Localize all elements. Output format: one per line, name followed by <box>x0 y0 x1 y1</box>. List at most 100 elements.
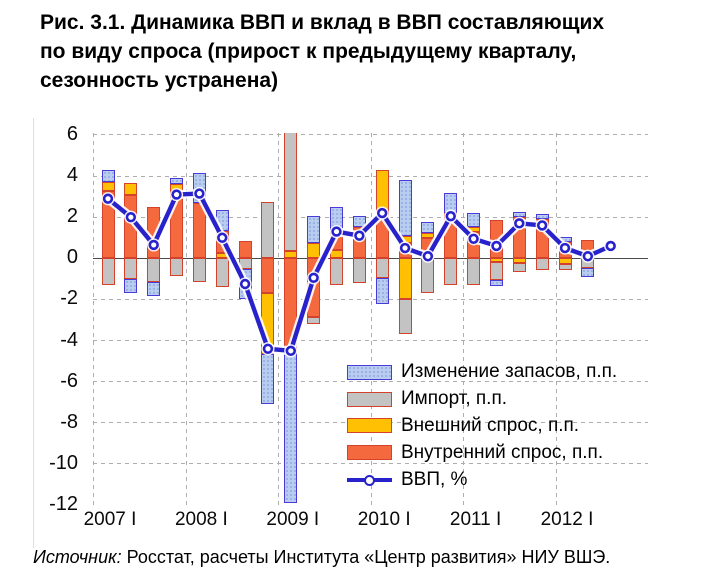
gridline-vertical <box>93 133 94 505</box>
bar-segment-import <box>352 258 366 283</box>
chart-title: Рис. 3.1. Динамика ВВП и вклад в ВВП сос… <box>40 8 718 95</box>
gdp-marker <box>445 210 456 222</box>
bar-segment-import <box>535 258 549 270</box>
y-tick-label: -8 <box>60 410 78 433</box>
x-tick-label: 2010 I <box>357 509 411 530</box>
bar-segment-import <box>215 258 229 288</box>
legend-item-external: Внешний спрос, п.п. <box>347 413 617 440</box>
y-tick-label: 6 <box>66 122 78 145</box>
gdp-marker <box>125 211 137 223</box>
bar-segment-stocks <box>352 216 366 228</box>
legend-label-stocks: Изменение запасов, п.п. <box>401 361 618 383</box>
source-line: Источник: Росстат, расчеты Института «Це… <box>33 547 610 568</box>
bar-segment-external <box>512 258 526 264</box>
source-text: Росстат, расчеты Института «Центр развит… <box>121 547 611 567</box>
gdp-marker <box>102 193 114 204</box>
bar-segment-domestic <box>101 191 115 259</box>
gdp-marker <box>194 188 205 199</box>
source-prefix: Источник: <box>33 547 122 567</box>
bar-segment-import <box>444 258 458 286</box>
gdp-marker <box>536 220 548 231</box>
legend-item-domestic: Внутренний спрос, п.п. <box>347 439 617 466</box>
bar-segment-stocks <box>170 178 184 185</box>
bar-segment-import <box>330 258 343 286</box>
bar-segment-external <box>101 182 115 192</box>
gdp-marker <box>377 207 388 219</box>
gdp-marker <box>605 240 616 252</box>
gdp-marker <box>468 233 479 244</box>
legend-label-domestic: Внутренний спрос, п.п. <box>401 441 604 463</box>
bar-segment-import <box>192 258 206 282</box>
bar-segment-import <box>261 201 275 259</box>
bar-segment-import <box>398 299 412 335</box>
domestic-demand-swatch-icon <box>347 445 392 461</box>
gdp-line-swatch-icon <box>347 472 392 487</box>
y-tick-label: -10 <box>49 451 78 474</box>
gdp-line-chart <box>101 186 618 358</box>
gdp-marker <box>148 239 159 251</box>
bar-segment-import <box>512 263 526 272</box>
gdp-marker <box>171 189 182 200</box>
gdp-marker <box>217 232 228 243</box>
bar-segment-stocks <box>101 169 115 183</box>
legend-label-external: Внешний спрос, п.п. <box>401 414 580 436</box>
gdp-marker <box>491 240 502 252</box>
chart-title-line3: сезонность устранена) <box>40 69 279 92</box>
gridline-vertical <box>278 133 279 505</box>
bar-segment-import <box>147 258 161 282</box>
bar-segment-external <box>398 258 412 300</box>
bar-segment-import <box>170 258 184 276</box>
bar-segment-import <box>489 262 503 280</box>
gridline-vertical <box>555 133 557 505</box>
bar-segment-stocks <box>535 214 549 220</box>
bar-segment-import <box>284 133 298 252</box>
stocks-swatch-icon <box>347 364 392 380</box>
bar-segment-stocks <box>512 212 526 218</box>
bar-segment-stocks <box>307 216 321 243</box>
gdp-marker-sample <box>364 475 375 487</box>
gridline-vertical <box>370 133 372 505</box>
bar-segment-stocks <box>261 353 275 405</box>
bar-segment-domestic <box>261 258 275 294</box>
gdp-marker <box>399 242 411 254</box>
gdp-marker <box>582 251 594 262</box>
bar-segment-external <box>558 258 572 265</box>
bar-segment-stocks <box>375 277 389 304</box>
bar-segment-stocks <box>330 206 343 230</box>
y-tick-label: -2 <box>60 287 78 310</box>
chart-title-line1: Рис. 3.1. Динамика ВВП и вклад в ВВП сос… <box>40 11 605 34</box>
y-tick-label: 0 <box>66 246 78 269</box>
gdp-marker <box>239 278 251 290</box>
x-tick-label: 2007 I <box>83 509 137 530</box>
bar-segment-stocks <box>398 180 412 236</box>
external-demand-swatch-icon <box>347 418 392 434</box>
bar-segment-import <box>558 264 572 270</box>
legend-label-import: Импорт, п.п. <box>401 388 508 410</box>
x-tick-label: 2008 I <box>174 509 228 530</box>
legend-item-gdp: ВВП, % <box>347 466 617 493</box>
gdp-marker <box>285 345 297 357</box>
gdp-marker <box>308 272 319 284</box>
bar-segment-stocks <box>147 281 161 297</box>
bar-segment-domestic <box>238 240 252 259</box>
bar-segment-stocks <box>467 213 481 228</box>
import-swatch-icon <box>347 391 392 407</box>
legend-label-gdp: ВВП, % <box>401 468 468 490</box>
bar-segment-external <box>489 258 503 263</box>
gdp-marker <box>559 242 571 254</box>
bar-segment-external <box>421 232 435 238</box>
bar-segment-external <box>330 250 343 259</box>
bar-segment-import <box>375 258 389 278</box>
plot-area <box>93 133 648 505</box>
y-tick-label: 4 <box>66 163 78 186</box>
y-tick-label: 2 <box>66 204 78 227</box>
chart-title-line2: по виду спроса (прирост к предыдущему кв… <box>40 40 577 63</box>
legend: Изменение запасов, п.п. Импорт, п.п. Вне… <box>347 359 617 493</box>
gdp-marker <box>422 251 434 262</box>
bar-segment-stocks <box>581 267 595 277</box>
legend-item-import: Импорт, п.п. <box>347 386 617 413</box>
chart-frame-left-border <box>33 118 34 548</box>
bar-segment-stocks <box>489 279 503 287</box>
gdp-marker <box>514 218 525 229</box>
